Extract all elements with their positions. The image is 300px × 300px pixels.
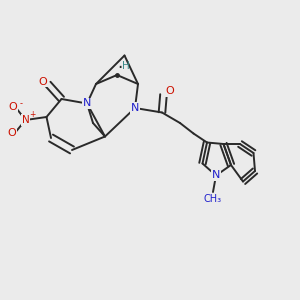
Text: O: O: [165, 86, 174, 97]
Text: N: N: [83, 98, 91, 109]
Text: O: O: [38, 76, 47, 87]
Text: N: N: [212, 170, 220, 181]
Text: CH₃: CH₃: [204, 194, 222, 204]
Text: N: N: [22, 115, 29, 125]
Text: +: +: [29, 110, 35, 119]
Text: N: N: [131, 103, 139, 113]
Text: O: O: [8, 128, 16, 139]
Text: -: -: [20, 99, 22, 108]
Text: O: O: [8, 101, 17, 112]
Text: ·: ·: [117, 58, 123, 76]
Text: H: H: [122, 61, 129, 71]
